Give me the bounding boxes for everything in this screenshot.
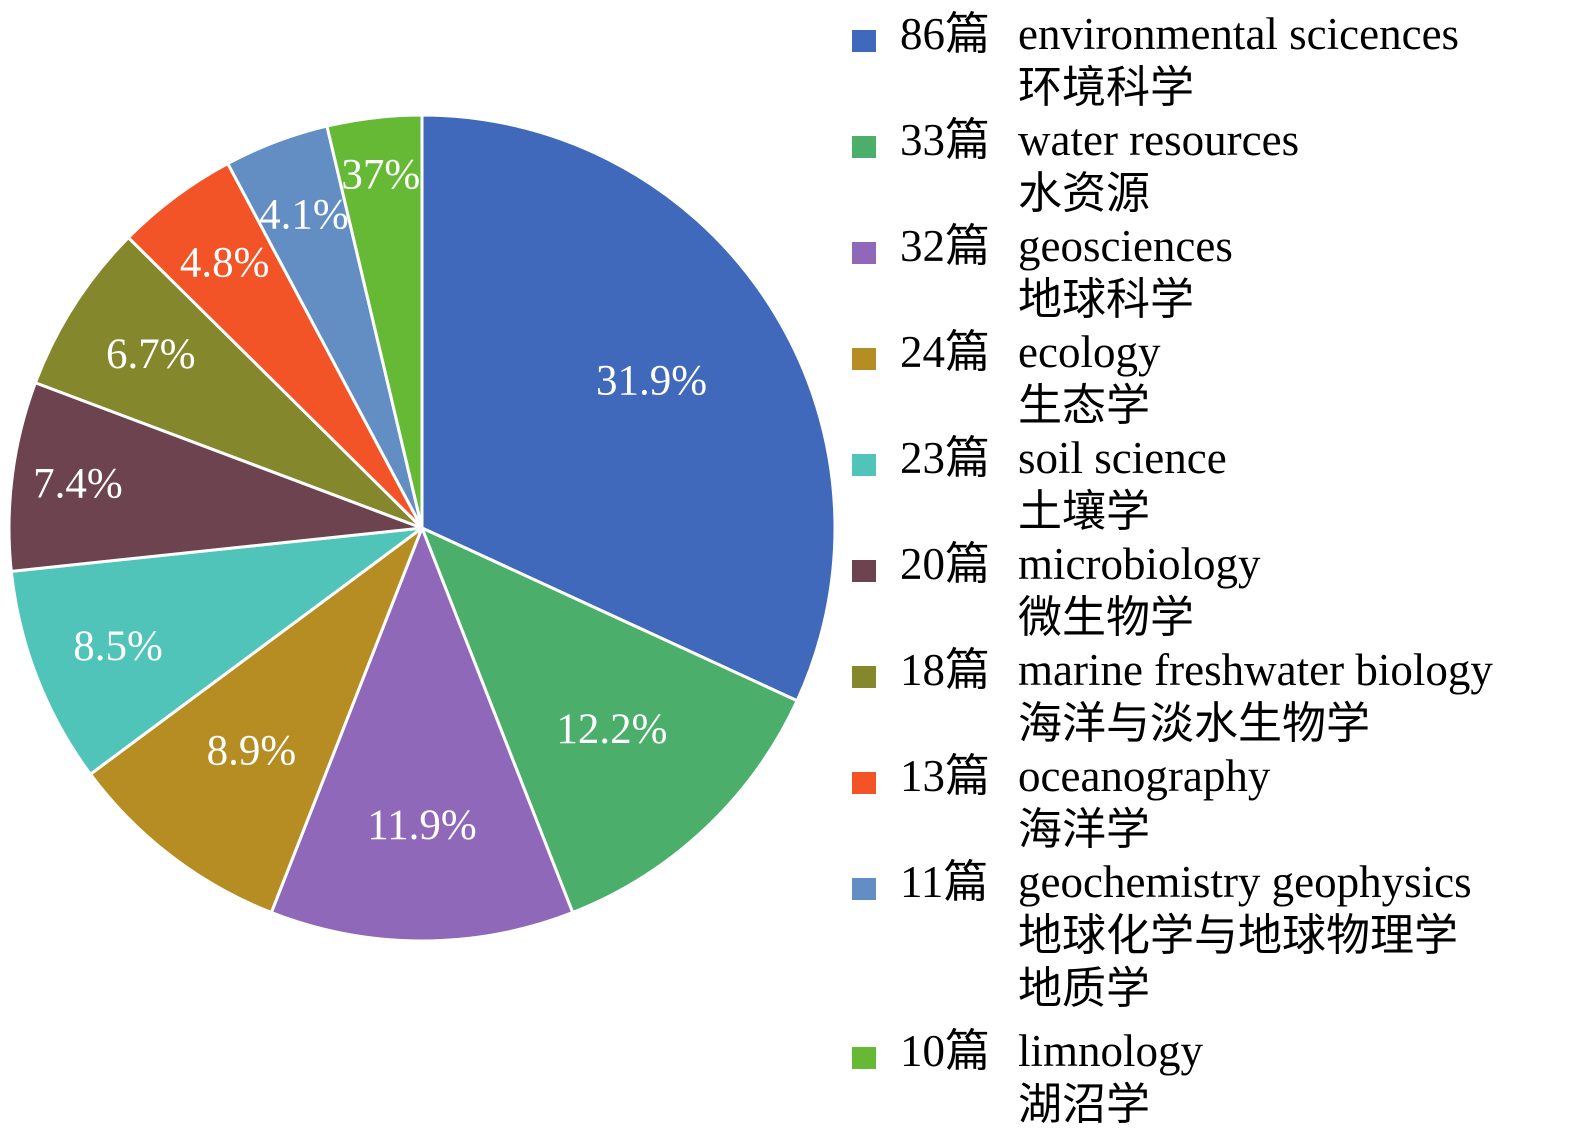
legend-label-en: soil science xyxy=(1018,433,1227,483)
legend: 86篇 environmental scicences 环境科学 33篇 water r… xyxy=(852,0,1572,1137)
legend-label-zh: 地质学 xyxy=(1018,964,1150,1013)
legend-label-en: marine freshwater biology xyxy=(1018,645,1493,695)
slice-label-microbiology: 7.4% xyxy=(33,461,123,508)
legend-label-zh: 湖沼学 xyxy=(1018,1080,1150,1129)
legend-label-zh: 地球科学 xyxy=(1018,275,1194,324)
slice-label-soil-science: 8.5% xyxy=(73,623,163,670)
legend-count: 13篇 xyxy=(900,751,991,801)
legend-swatch xyxy=(852,1047,876,1069)
legend-label-zh: 土壤学 xyxy=(1018,487,1150,536)
slice-label-water-resources: 12.2% xyxy=(556,706,667,753)
legend-count: 10篇 xyxy=(900,1026,991,1076)
legend-swatch xyxy=(852,454,876,476)
slice-label-geosciences: 11.9% xyxy=(367,802,476,849)
legend-count: 23篇 xyxy=(900,433,991,483)
legend-label-zh: 微生物学 xyxy=(1018,593,1194,642)
pie-slice-environmental-scicences xyxy=(420,113,837,703)
legend-count: 33篇 xyxy=(900,115,991,165)
slice-label-environmental-scicences: 31.9% xyxy=(596,357,707,404)
legend-label-en: water resources xyxy=(1018,115,1300,165)
pie-slice-limnology xyxy=(325,113,424,530)
legend-count: 18篇 xyxy=(900,645,991,695)
legend-swatch xyxy=(852,560,876,582)
slice-label-limnology: 37% xyxy=(341,152,420,199)
legend-label-en: environmental scicences xyxy=(1018,9,1460,59)
legend-count: 86篇 xyxy=(900,9,991,59)
slice-label-marine-freshwater-biology: 6.7% xyxy=(106,331,196,378)
legend-swatch xyxy=(852,30,876,52)
legend-label-zh: 环境科学 xyxy=(1018,63,1194,112)
pie-slice-geosciences xyxy=(269,526,575,943)
legend-count: 20篇 xyxy=(900,539,991,589)
legend-label-en: limnology xyxy=(1018,1026,1204,1076)
legend-count: 24篇 xyxy=(900,327,991,377)
legend-swatch xyxy=(852,242,876,264)
legend-swatch xyxy=(852,666,876,688)
slice-label-ecology: 8.9% xyxy=(207,728,297,775)
legend-label-en: microbiology xyxy=(1018,539,1261,589)
legend-label-en: ecology xyxy=(1018,327,1161,377)
legend-label-zh: 海洋学 xyxy=(1018,805,1150,854)
pie-slice-microbiology xyxy=(7,381,424,573)
pie-slice-marine-freshwater-biology xyxy=(33,236,424,530)
legend-label-en: oceanography xyxy=(1018,751,1271,801)
slice-label-geochemistry-geophysics: 4.1% xyxy=(259,192,349,239)
legend-label-zh: 地球化学与地球物理学 xyxy=(1018,911,1458,960)
pie-slice-labels: 31.9% 12.2% 11.9% 8.9% 8.5% 7.4% 6.7% 4.8%4.1%3… xyxy=(33,152,707,849)
slice-label-oceanography: 4.8% xyxy=(180,240,270,287)
legend-label-en: geosciences xyxy=(1018,221,1233,271)
legend-swatch xyxy=(852,772,876,794)
legend-label-zh: 海洋与淡水生物学 xyxy=(1018,699,1370,748)
legend-swatch xyxy=(852,348,876,370)
legend-label-zh: 水资源 xyxy=(1018,169,1150,218)
legend-count: 11篇 xyxy=(900,857,989,907)
legend-count: 32篇 xyxy=(900,221,991,271)
legend-swatch xyxy=(852,878,876,900)
legend-label-zh: 生态学 xyxy=(1018,381,1150,430)
pie-slice-soil-science xyxy=(9,526,424,776)
pie-slices xyxy=(7,113,837,943)
legend-label-en: geochemistry geophysics xyxy=(1018,857,1472,907)
pie-slice-ecology xyxy=(88,526,424,915)
pie-slice-water-resources xyxy=(420,526,799,915)
pie-chart: 31.9% 12.2% 11.9% 8.9% 8.5% 7.4% 6.7% 4.8%4.1%3… xyxy=(7,113,837,943)
legend-swatch xyxy=(852,136,876,158)
